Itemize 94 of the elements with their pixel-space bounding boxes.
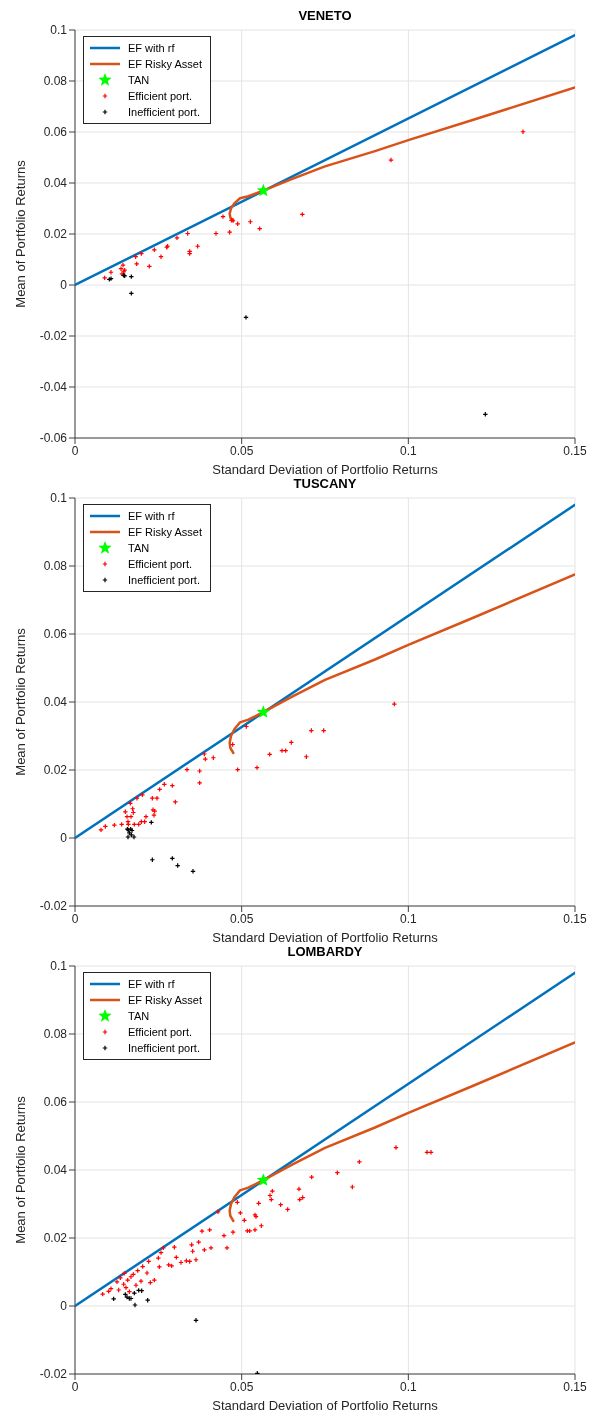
y-tick-label: 0 <box>60 1299 68 1314</box>
x-tick-label: 0.05 <box>229 1379 254 1394</box>
point <box>193 1317 199 1324</box>
y-tick-label: 0.08 <box>43 559 68 574</box>
x-tick-label: 0.1 <box>399 1379 417 1394</box>
y-tick-label: 0.04 <box>43 1163 68 1178</box>
chart-title: TUSCANY <box>292 476 358 492</box>
point <box>196 768 203 774</box>
line-series <box>228 573 575 755</box>
x-tick-label: 0 <box>71 443 79 458</box>
point <box>190 868 196 875</box>
point <box>196 780 203 786</box>
x-axis-title: Standard Deviation of Portfolio Returns <box>212 462 439 477</box>
point <box>131 1290 138 1296</box>
legend-label: Inefficient port. <box>128 574 200 586</box>
y-tick-label: 0.1 <box>50 491 68 506</box>
x-tick-label: 0.15 <box>563 443 587 458</box>
y-tick-label: 0.08 <box>43 74 68 89</box>
y-tick-label: 0.04 <box>43 176 68 191</box>
y-tick-label: 0 <box>60 278 68 293</box>
point <box>220 213 226 220</box>
point <box>111 822 118 828</box>
x-tick-label: 0.1 <box>399 911 417 926</box>
y-tick-label: -0.02 <box>39 899 68 914</box>
legend-label: EF with rf <box>128 510 175 522</box>
legend-label: TAN <box>128 1010 150 1022</box>
legend-label: Efficient port. <box>128 558 192 570</box>
y-tick-label: -0.04 <box>39 380 68 395</box>
x-axis-title: Standard Deviation of Portfolio Returns <box>212 930 439 945</box>
y-axis-title: Mean of Portfolio Returns <box>12 1095 28 1244</box>
point <box>243 314 249 321</box>
y-tick-label: -0.02 <box>39 329 68 344</box>
x-tick-label: 0 <box>71 1379 79 1394</box>
x-tick-label: 0 <box>71 911 79 926</box>
y-tick-label: 0.02 <box>43 1231 68 1246</box>
point <box>128 813 134 820</box>
point <box>108 269 114 276</box>
line-series <box>228 86 575 223</box>
chart-title: VENETO <box>297 8 353 24</box>
point <box>388 157 394 163</box>
point <box>98 827 104 833</box>
point <box>132 1302 138 1308</box>
point <box>256 1173 270 1186</box>
y-tick-label: 0.02 <box>43 227 68 242</box>
point <box>254 764 260 771</box>
y-tick-label: 0.1 <box>50 959 68 974</box>
y-tick-label: 0.06 <box>43 627 68 642</box>
point <box>158 253 164 260</box>
legend-label: EF Risky Asset <box>128 526 202 538</box>
legend-label: EF with rf <box>128 42 175 54</box>
legend-label: Efficient port. <box>128 1026 192 1038</box>
legend-label: Inefficient port. <box>128 106 200 118</box>
point <box>143 813 149 820</box>
point <box>174 235 180 241</box>
y-tick-label: 0.02 <box>43 763 68 778</box>
y-axis-title: Mean of Portfolio Returns <box>12 159 28 308</box>
y-tick-label: 0.04 <box>43 695 68 710</box>
x-tick-label: 0.05 <box>229 911 254 926</box>
point <box>154 795 160 802</box>
line-series <box>228 1041 575 1223</box>
y-tick-label: 0.1 <box>50 23 68 38</box>
x-tick-label: 0.05 <box>229 443 254 458</box>
point <box>125 834 131 840</box>
point <box>256 705 270 718</box>
x-tick-label: 0.15 <box>563 911 587 926</box>
point <box>184 766 190 773</box>
legend-label: Efficient port. <box>128 90 192 102</box>
x-axis-title: Standard Deviation of Portfolio Returns <box>212 1398 439 1413</box>
legend-label: TAN <box>128 74 150 86</box>
chart-title: LOMBARDY <box>286 944 364 960</box>
point <box>172 799 179 805</box>
point <box>213 230 219 237</box>
legend-label: TAN <box>128 542 150 554</box>
x-tick-label: 0.1 <box>399 443 417 458</box>
legend-label: EF Risky Asset <box>128 58 202 70</box>
y-tick-label: 0.06 <box>43 125 68 140</box>
point <box>151 812 157 819</box>
point <box>279 747 285 754</box>
point <box>256 183 270 197</box>
point <box>110 1296 117 1302</box>
point <box>134 795 140 802</box>
y-tick-label: -0.06 <box>39 431 68 446</box>
point <box>520 128 526 135</box>
x-tick-label: 0.15 <box>563 1379 587 1394</box>
point <box>391 701 398 707</box>
legend-label: EF with rf <box>128 978 175 990</box>
y-tick-label: -0.02 <box>39 1367 68 1382</box>
legend-label: Inefficient port. <box>128 1042 200 1054</box>
y-axis-title: Mean of Portfolio Returns <box>12 627 28 776</box>
y-tick-label: 0.06 <box>43 1095 68 1110</box>
y-tick-label: 0.08 <box>43 1027 68 1042</box>
legend-label: EF Risky Asset <box>128 994 202 1006</box>
y-tick-label: 0 <box>60 831 68 846</box>
point <box>101 275 108 281</box>
